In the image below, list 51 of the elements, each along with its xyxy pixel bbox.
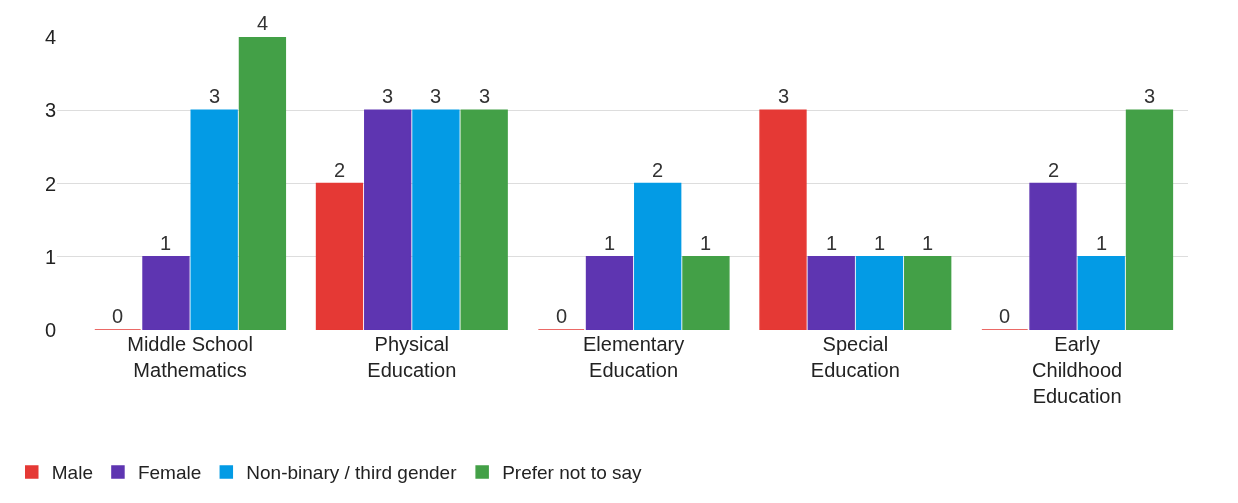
data-label: 1	[700, 232, 712, 254]
bar	[315, 182, 364, 330]
bar	[1077, 256, 1125, 330]
data-label: 1	[160, 232, 172, 254]
x-tick-label: Middle School Mathematics	[127, 333, 253, 381]
legend-label: Non-binary / third gender	[246, 462, 458, 484]
legend-label: Prefer not to say	[502, 462, 643, 484]
data-label: 3	[778, 85, 790, 107]
x-tick-label: Physical Education	[367, 333, 457, 381]
data-label: 0	[112, 305, 124, 327]
y-tick-label: 0	[44, 319, 56, 341]
bar	[904, 256, 952, 330]
data-label: 1	[604, 232, 616, 254]
data-label: 3	[1144, 85, 1156, 107]
x-tick-label: Special Education	[810, 333, 900, 381]
bar	[412, 109, 460, 330]
data-label: 2	[1048, 159, 1060, 181]
y-tick-label: 1	[44, 245, 56, 268]
y-tick-label: 3	[44, 99, 56, 122]
bar	[682, 256, 730, 330]
data-label: 2	[334, 159, 346, 181]
data-label: 1	[922, 232, 934, 254]
bar	[460, 109, 508, 330]
bar	[142, 256, 190, 330]
data-label: 2	[652, 159, 664, 181]
data-label: 3	[382, 85, 394, 107]
x-tick-label: Elementary Education	[583, 333, 685, 381]
bar	[1029, 182, 1077, 330]
bar	[855, 256, 904, 330]
legend-label: Female	[137, 462, 202, 484]
bar	[585, 256, 634, 330]
data-label: 4	[257, 12, 269, 34]
bar	[238, 37, 287, 330]
y-tick-label: 2	[44, 172, 56, 195]
bar	[1125, 109, 1174, 330]
legend-label: Male	[51, 462, 93, 484]
data-label: 0	[999, 305, 1011, 327]
bar	[634, 182, 682, 330]
bar	[190, 109, 238, 330]
bar	[807, 256, 855, 330]
data-label: 1	[874, 232, 886, 254]
data-label: 3	[209, 85, 221, 107]
data-label: 1	[826, 232, 838, 254]
data-label: 3	[430, 85, 442, 107]
data-label: 0	[556, 305, 568, 327]
y-tick-label: 4	[44, 26, 56, 48]
bar	[759, 109, 807, 330]
data-label: 1	[1096, 232, 1108, 254]
data-label: 3	[479, 85, 491, 107]
x-tick-label: Early Childhood Education	[1032, 333, 1123, 407]
bar	[364, 109, 412, 330]
